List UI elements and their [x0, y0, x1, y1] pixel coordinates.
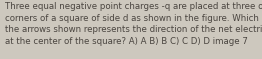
Text: Three equal negative point charges -q are placed at three of the
corners of a sq: Three equal negative point charges -q ar…	[5, 2, 262, 46]
